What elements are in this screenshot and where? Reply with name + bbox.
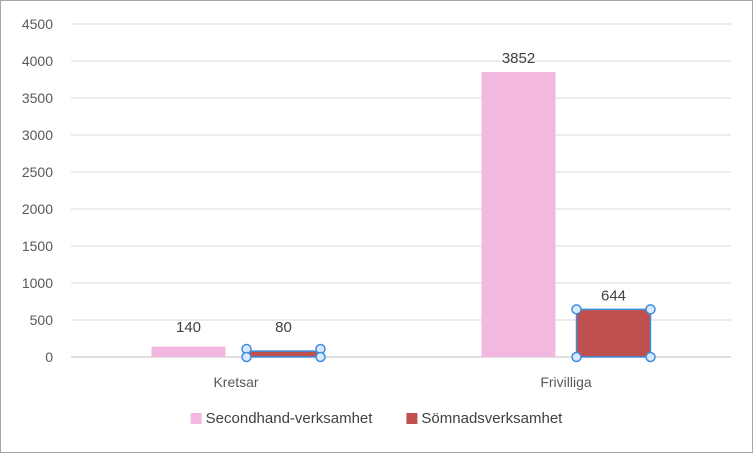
y-tick-label: 4000 [22, 53, 53, 69]
y-tick-label: 1000 [22, 275, 53, 291]
x-tick-label: Kretsar [213, 374, 258, 390]
selection-handle[interactable] [571, 351, 582, 363]
selection-handle[interactable] [315, 351, 326, 363]
legend-label: Secondhand-verksamhet [206, 410, 374, 427]
data-label: 80 [275, 319, 292, 336]
legend[interactable]: Secondhand-verksamhet Sömnadsverksamhet [190, 410, 563, 427]
data-labels: 140 80 3852 644 [176, 50, 626, 336]
y-tick-label: 3000 [22, 127, 53, 143]
legend-swatch [406, 413, 418, 424]
x-tick-label: Frivilliga [540, 374, 592, 390]
bar-Secondhand-verksamhet-Kretsar[interactable] [151, 346, 226, 357]
y-tick-label: 2500 [22, 164, 53, 180]
selection-handles[interactable] [241, 304, 656, 363]
selection-handle[interactable] [241, 351, 252, 363]
gridlines [71, 23, 731, 358]
y-tick-label: 1500 [22, 238, 53, 254]
legend-item[interactable]: Secondhand-verksamhet [190, 410, 374, 427]
y-tick-label: 500 [30, 312, 54, 328]
y-tick-label: 3500 [22, 90, 53, 106]
x-axis-tick-labels: Kretsar Frivilliga [213, 374, 591, 390]
legend-item[interactable]: Sömnadsverksamhet [406, 410, 563, 427]
y-tick-label: 2000 [22, 201, 53, 217]
bar-Sömnadsverksamhet-Kretsar[interactable] [245, 350, 322, 358]
y-tick-label: 0 [45, 349, 53, 365]
y-tick-label: 4500 [22, 16, 53, 32]
y-axis-tick-labels: 0 500 1000 1500 2000 2500 3000 3500 4000 4500 [22, 16, 53, 365]
bars[interactable] [151, 71, 652, 358]
data-label: 3852 [502, 50, 535, 67]
legend-swatch [190, 413, 202, 424]
data-label: 644 [601, 287, 626, 304]
bar-Sömnadsverksamhet-Frivilliga[interactable] [575, 308, 652, 358]
bar-Secondhand-verksamhet-Frivilliga[interactable] [481, 71, 556, 358]
legend-label: Sömnadsverksamhet [421, 410, 563, 427]
selection-handle[interactable] [645, 351, 656, 363]
selection-handle[interactable] [571, 304, 582, 315]
data-label: 140 [176, 319, 201, 336]
selection-handle[interactable] [645, 304, 656, 315]
